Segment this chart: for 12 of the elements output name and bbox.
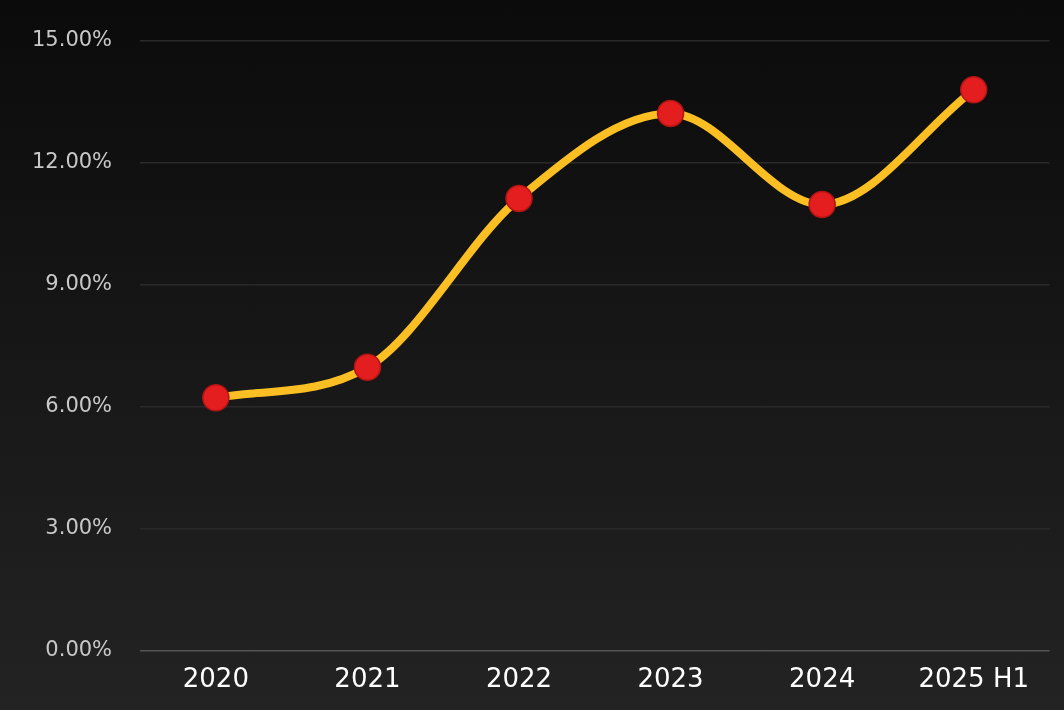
y-tick-label: 3.00% — [45, 515, 113, 540]
y-tick-label: 6.00% — [45, 393, 113, 418]
x-tick-label: 2020 — [182, 663, 249, 694]
y-tick-label: 9.00% — [45, 271, 113, 296]
x-tick-label: 2021 — [334, 663, 401, 694]
x-tick-label: 2022 — [485, 663, 553, 694]
y-tick-label: 15.00% — [31, 27, 113, 52]
y-tick-label: 12.00% — [31, 149, 113, 174]
y-tick-label: 0.00% — [45, 637, 113, 662]
x-tick-label: 2023 — [637, 663, 704, 694]
x-tick-label: 2025 H1 — [918, 663, 1029, 694]
x-tick-label: 2024 — [789, 663, 856, 694]
